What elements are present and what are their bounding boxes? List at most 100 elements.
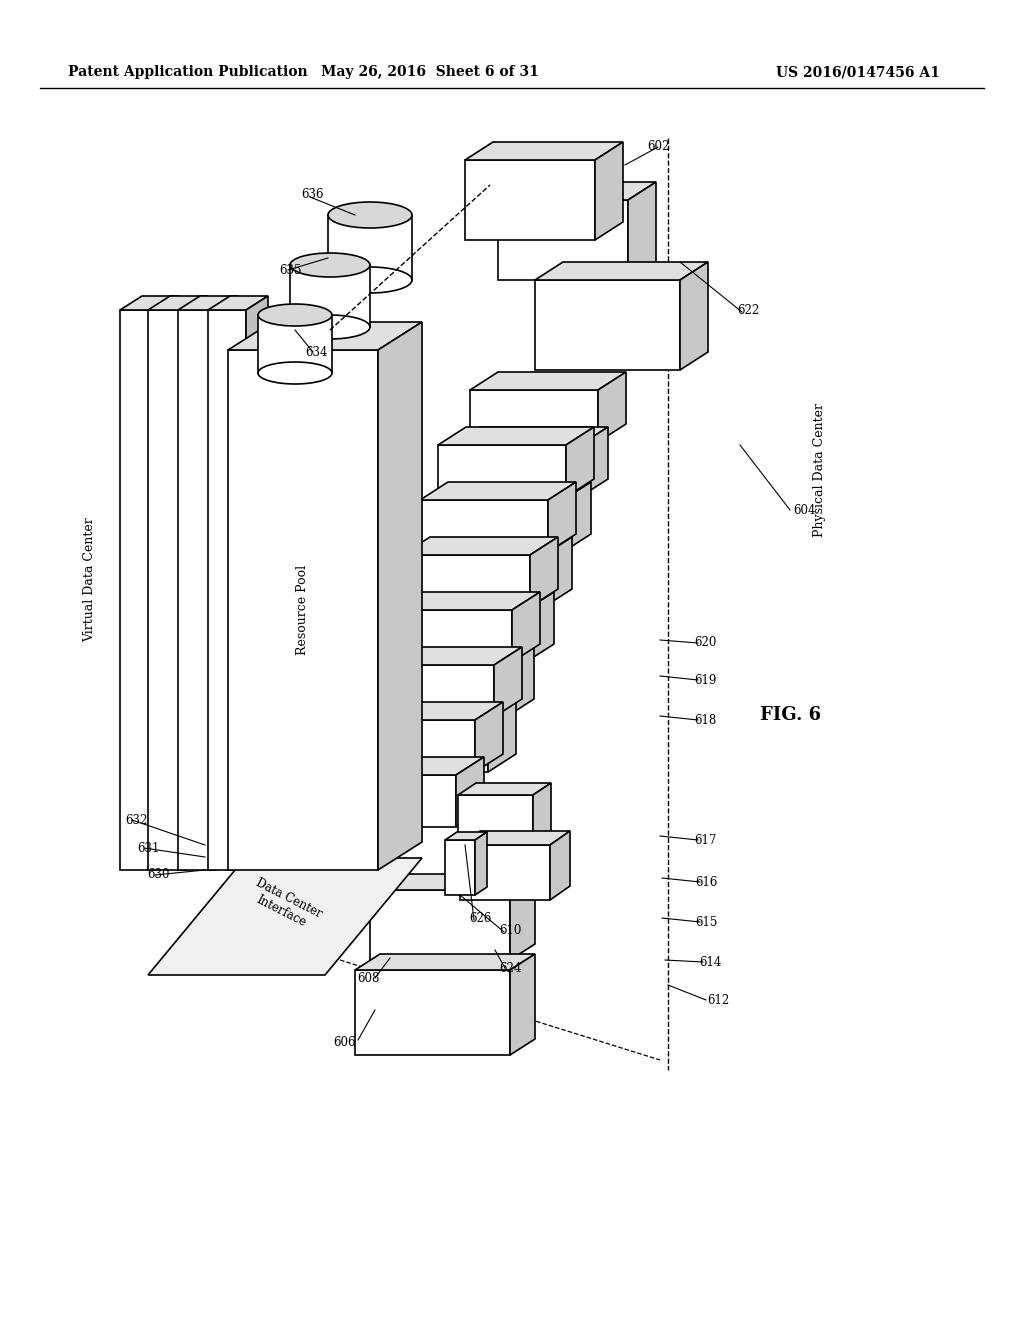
Text: 624: 624 bbox=[499, 961, 521, 974]
Polygon shape bbox=[208, 310, 246, 870]
Polygon shape bbox=[435, 482, 591, 500]
Text: 632: 632 bbox=[125, 813, 147, 826]
Polygon shape bbox=[526, 591, 554, 663]
Polygon shape bbox=[498, 201, 628, 280]
Text: 619: 619 bbox=[694, 673, 716, 686]
Text: 614: 614 bbox=[698, 956, 721, 969]
Polygon shape bbox=[355, 954, 535, 970]
Polygon shape bbox=[435, 500, 563, 552]
Text: 626: 626 bbox=[469, 912, 492, 924]
Polygon shape bbox=[398, 610, 526, 663]
Text: FIG. 6: FIG. 6 bbox=[760, 706, 821, 723]
Text: 615: 615 bbox=[695, 916, 717, 928]
Polygon shape bbox=[420, 500, 548, 552]
Polygon shape bbox=[378, 322, 422, 870]
Text: 630: 630 bbox=[146, 869, 169, 882]
Polygon shape bbox=[458, 795, 534, 845]
Polygon shape bbox=[530, 537, 558, 607]
Text: 635: 635 bbox=[280, 264, 302, 276]
Polygon shape bbox=[228, 350, 378, 870]
Text: 610: 610 bbox=[499, 924, 521, 936]
Polygon shape bbox=[258, 315, 332, 374]
Text: 612: 612 bbox=[707, 994, 729, 1006]
Polygon shape bbox=[465, 160, 595, 240]
Ellipse shape bbox=[328, 267, 412, 293]
Ellipse shape bbox=[290, 315, 370, 339]
Polygon shape bbox=[460, 832, 570, 845]
Text: 608: 608 bbox=[356, 972, 379, 985]
Polygon shape bbox=[366, 665, 494, 717]
Text: May 26, 2016  Sheet 6 of 31: May 26, 2016 Sheet 6 of 31 bbox=[322, 65, 539, 79]
Polygon shape bbox=[548, 482, 575, 552]
Polygon shape bbox=[460, 845, 550, 900]
Polygon shape bbox=[534, 783, 551, 845]
Polygon shape bbox=[680, 261, 708, 370]
Polygon shape bbox=[510, 874, 535, 960]
Polygon shape bbox=[120, 296, 180, 310]
Polygon shape bbox=[494, 647, 522, 717]
Polygon shape bbox=[416, 537, 572, 554]
Text: 622: 622 bbox=[737, 304, 759, 317]
Text: 618: 618 bbox=[694, 714, 716, 726]
Polygon shape bbox=[366, 647, 522, 665]
Polygon shape bbox=[148, 858, 422, 975]
Polygon shape bbox=[598, 372, 626, 442]
Polygon shape bbox=[452, 445, 580, 498]
Polygon shape bbox=[328, 775, 456, 828]
Polygon shape bbox=[470, 389, 598, 442]
Polygon shape bbox=[378, 647, 534, 665]
Polygon shape bbox=[550, 832, 570, 900]
Polygon shape bbox=[416, 554, 544, 607]
Polygon shape bbox=[498, 182, 656, 201]
Text: Physical Data Center: Physical Data Center bbox=[813, 403, 826, 537]
Text: Data Center
Interface: Data Center Interface bbox=[247, 876, 324, 935]
Polygon shape bbox=[506, 647, 534, 717]
Polygon shape bbox=[438, 426, 594, 445]
Polygon shape bbox=[475, 832, 487, 895]
Polygon shape bbox=[178, 310, 216, 870]
Polygon shape bbox=[186, 296, 208, 870]
Ellipse shape bbox=[258, 304, 332, 326]
Polygon shape bbox=[328, 756, 484, 775]
Polygon shape bbox=[445, 840, 475, 895]
Polygon shape bbox=[216, 296, 238, 870]
Polygon shape bbox=[420, 482, 575, 500]
Polygon shape bbox=[445, 832, 487, 840]
Text: 602: 602 bbox=[647, 140, 670, 153]
Polygon shape bbox=[246, 296, 268, 870]
Polygon shape bbox=[148, 310, 186, 870]
Polygon shape bbox=[438, 445, 566, 498]
Polygon shape bbox=[563, 482, 591, 552]
Polygon shape bbox=[398, 591, 554, 610]
Text: 634: 634 bbox=[305, 346, 328, 359]
Polygon shape bbox=[402, 537, 558, 554]
Polygon shape bbox=[290, 265, 370, 327]
Polygon shape bbox=[580, 426, 608, 498]
Polygon shape bbox=[470, 372, 626, 389]
Polygon shape bbox=[458, 783, 551, 795]
Polygon shape bbox=[535, 261, 708, 280]
Polygon shape bbox=[452, 426, 608, 445]
Polygon shape bbox=[402, 554, 530, 607]
Polygon shape bbox=[228, 322, 422, 350]
Polygon shape bbox=[360, 702, 516, 719]
Text: Patent Application Publication: Patent Application Publication bbox=[68, 65, 307, 79]
Polygon shape bbox=[355, 970, 510, 1055]
Polygon shape bbox=[384, 591, 540, 610]
Polygon shape bbox=[370, 874, 535, 890]
Text: Virtual Data Center: Virtual Data Center bbox=[84, 517, 96, 643]
Polygon shape bbox=[566, 426, 594, 498]
Polygon shape bbox=[535, 280, 680, 370]
Text: 631: 631 bbox=[137, 842, 159, 854]
Polygon shape bbox=[510, 954, 535, 1055]
Polygon shape bbox=[512, 591, 540, 663]
Polygon shape bbox=[628, 182, 656, 280]
Ellipse shape bbox=[290, 253, 370, 277]
Polygon shape bbox=[347, 719, 475, 772]
Text: 606: 606 bbox=[334, 1036, 356, 1049]
Polygon shape bbox=[360, 719, 488, 772]
Polygon shape bbox=[465, 143, 623, 160]
Text: US 2016/0147456 A1: US 2016/0147456 A1 bbox=[776, 65, 940, 79]
Text: 617: 617 bbox=[694, 833, 716, 846]
Polygon shape bbox=[378, 665, 506, 717]
